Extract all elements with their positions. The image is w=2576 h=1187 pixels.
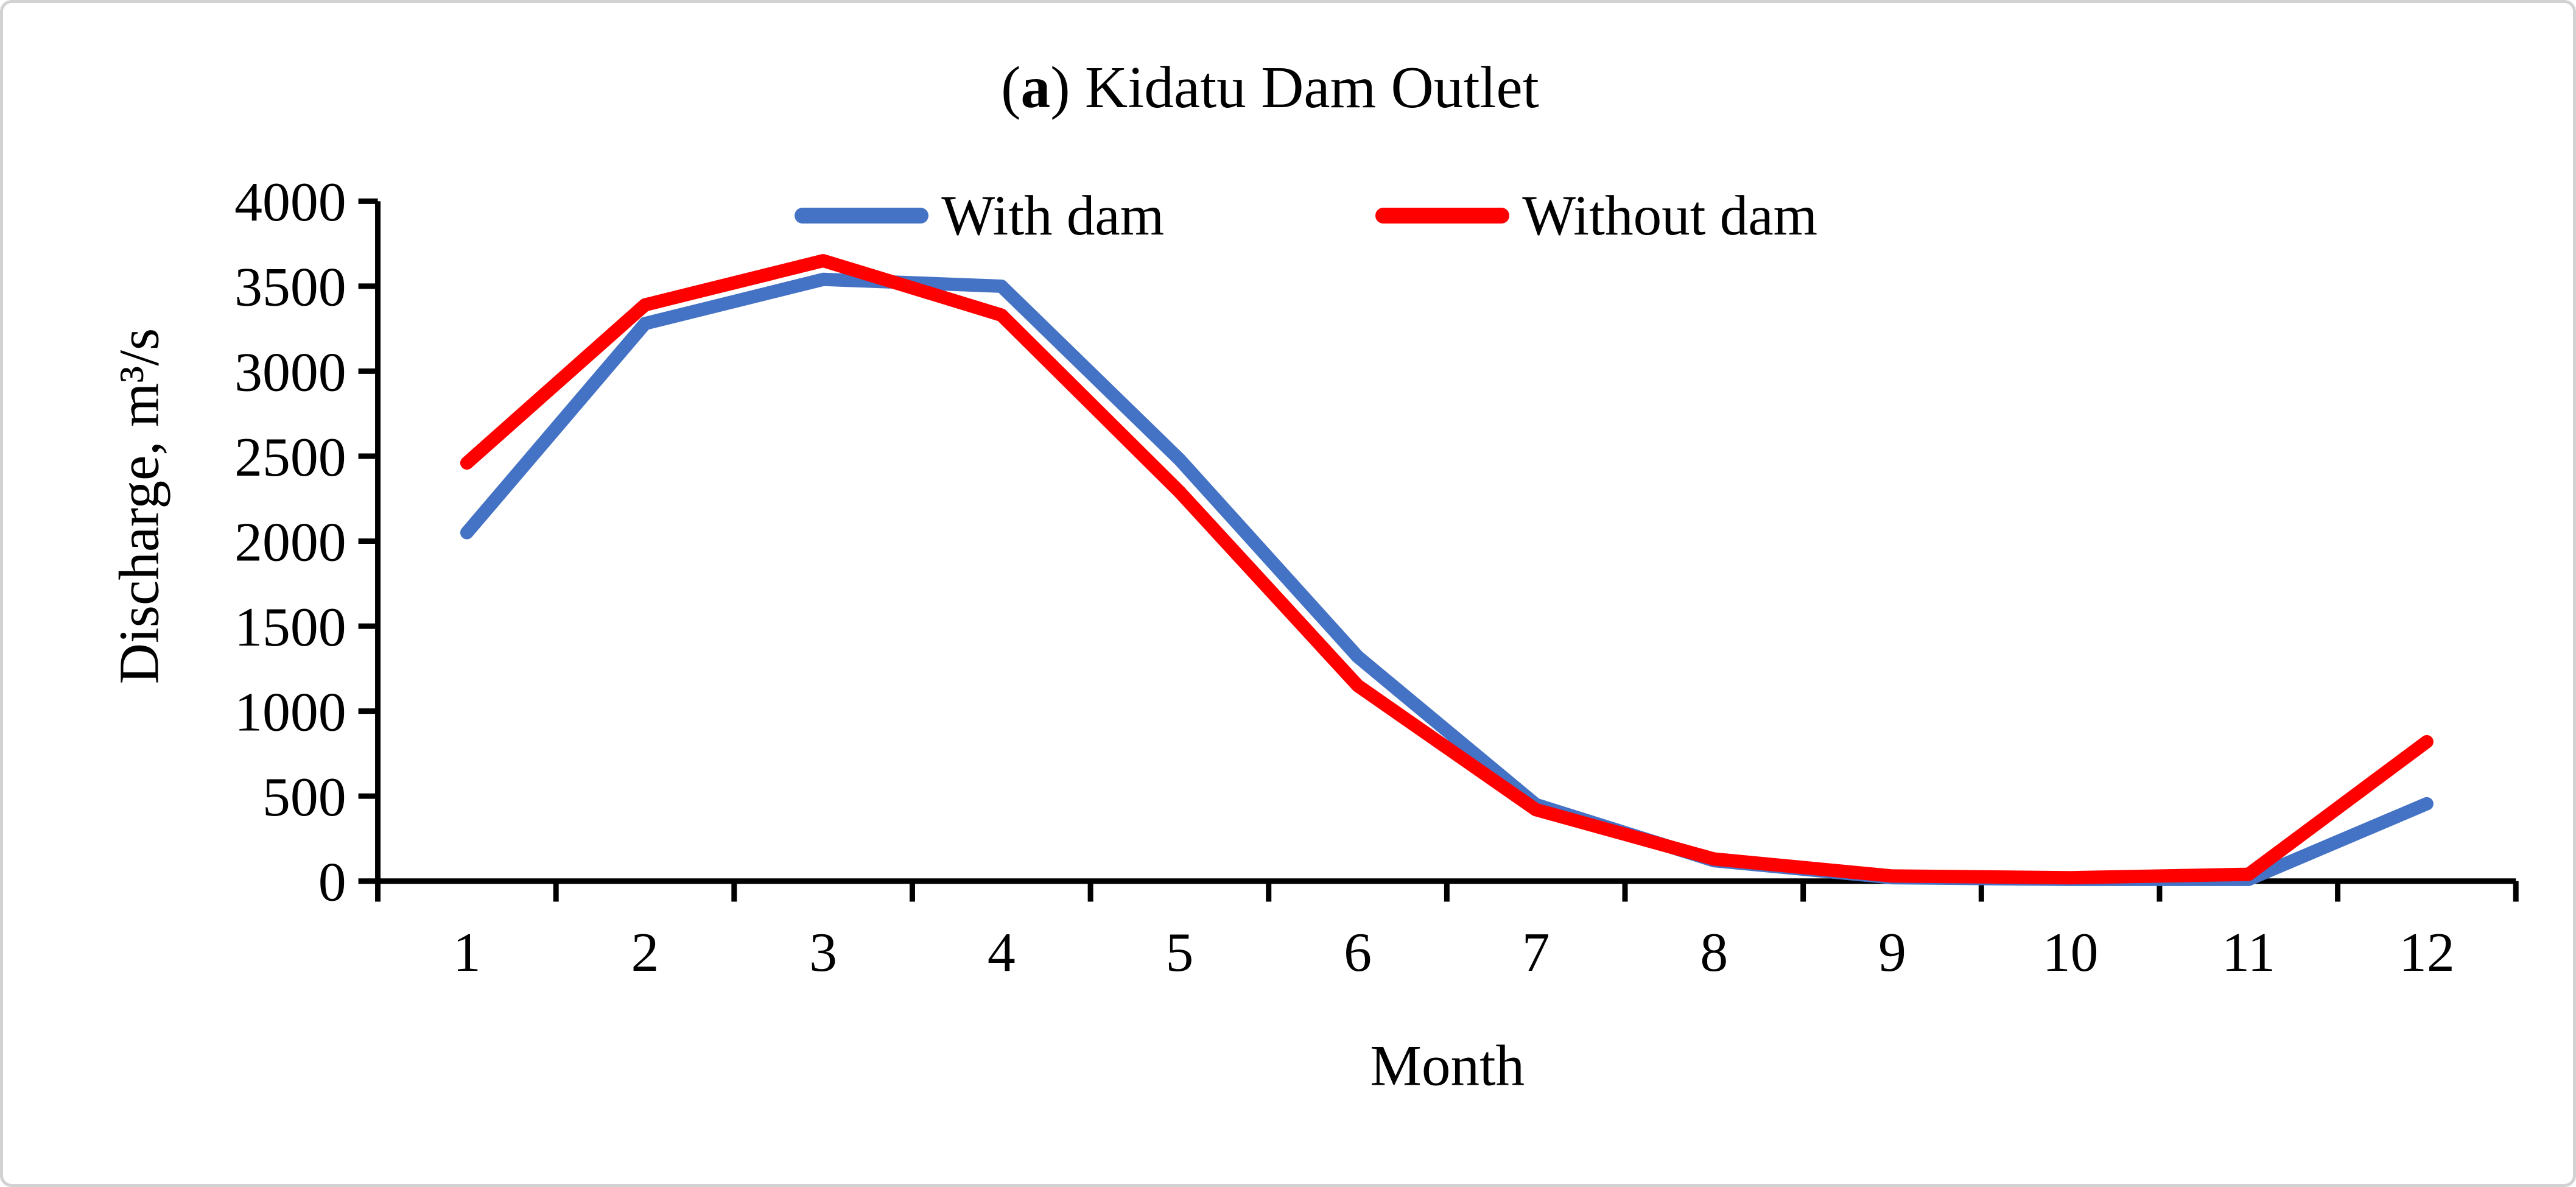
legend: With dam Without dam	[795, 184, 1818, 247]
y-tick-label: 1000	[234, 681, 346, 743]
y-tick-label: 2500	[234, 426, 346, 488]
y-tick-label: 1500	[234, 596, 346, 658]
y-tick-label: 4000	[234, 171, 346, 233]
x-tick-label: 3	[809, 921, 837, 983]
x-tick-label: 4	[988, 921, 1016, 983]
legend-item-with-dam: With dam	[795, 184, 1165, 247]
legend-swatch-without-dam	[1375, 207, 1510, 224]
x-tick-label: 5	[1165, 921, 1193, 983]
x-tick-label: 12	[2399, 921, 2455, 983]
legend-swatch-with-dam	[795, 207, 929, 224]
y-tick-label: 500	[262, 766, 346, 828]
x-tick-label: 6	[1344, 921, 1372, 983]
x-tick-label: 10	[2043, 921, 2099, 983]
x-tick-label: 2	[631, 921, 659, 983]
chart-title-text: ) Kidatu Dam Outlet	[1050, 55, 1539, 121]
y-tick-label: 3500	[234, 256, 346, 318]
y-axis-title: Discharge, m³/s	[108, 328, 171, 685]
legend-label-with-dam: With dam	[941, 184, 1165, 247]
legend-item-without-dam: Without dam	[1375, 184, 1818, 247]
chart-title-paren-open: (	[1001, 55, 1021, 121]
chart-title-letter: a	[1020, 55, 1051, 121]
chart-title: (a) Kidatu Dam Outlet	[1001, 58, 1539, 118]
x-tick-label: 1	[453, 921, 481, 983]
x-tick-label: 7	[1522, 921, 1550, 983]
y-tick-label: 2000	[234, 510, 346, 572]
x-axis-title: Month	[1370, 1033, 1525, 1098]
series-line-without-dam	[460, 254, 2434, 885]
series-line-with-dam	[460, 272, 2434, 886]
y-tick-label: 0	[318, 851, 346, 913]
x-tick-label: 9	[1878, 921, 1906, 983]
legend-label-without-dam: Without dam	[1522, 184, 1818, 247]
x-tick-label: 11	[2222, 921, 2275, 983]
y-tick-label: 3000	[234, 340, 346, 403]
x-tick-label: 8	[1700, 921, 1728, 983]
